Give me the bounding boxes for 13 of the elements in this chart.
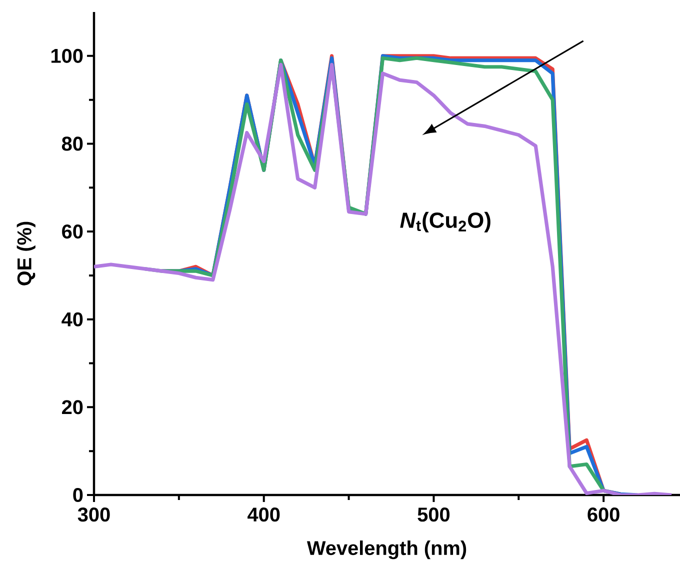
- y-tick-label: 60: [62, 224, 83, 239]
- x-tick-label: 600: [588, 508, 620, 522]
- y-tick-label: 40: [62, 312, 83, 326]
- x-axis-title: Wevelength (nm): [306, 540, 466, 560]
- y-tick-label: 100: [51, 48, 83, 63]
- y-tick-label: 80: [62, 136, 83, 151]
- x-tick-label: 400: [248, 508, 280, 522]
- x-tick-label: 300: [78, 508, 110, 522]
- y-axis-title: QE (%): [16, 222, 36, 286]
- x-tick-label: 500: [418, 508, 450, 522]
- annotation: N$_{t}$(Cu$_{2}$O): [400, 212, 490, 232]
- y-tick-label: 0: [73, 488, 83, 502]
- y-tick-label: 20: [62, 400, 83, 414]
